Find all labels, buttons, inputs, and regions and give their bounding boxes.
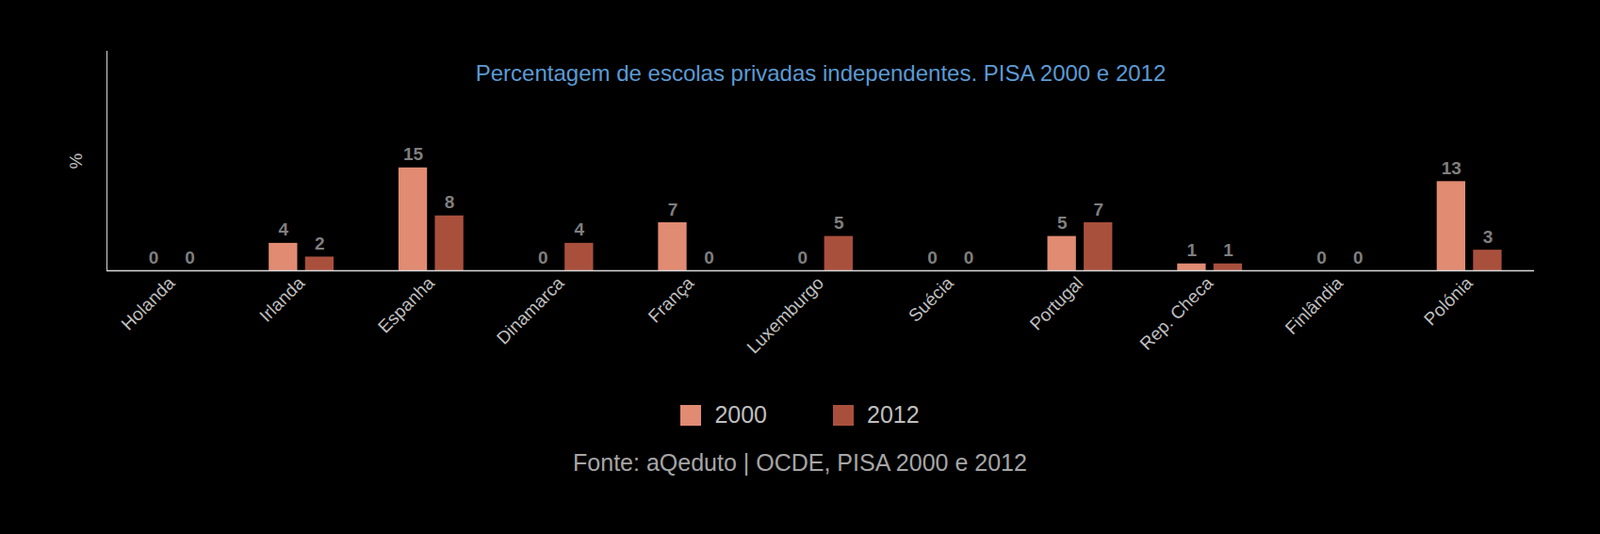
svg-text:4: 4: [278, 219, 290, 240]
svg-text:7: 7: [1093, 199, 1104, 220]
svg-text:Irlanda: Irlanda: [255, 272, 309, 326]
svg-text:5: 5: [833, 212, 845, 233]
svg-text:Portugal: Portugal: [1026, 273, 1088, 335]
svg-text:0: 0: [927, 247, 938, 268]
html-text:2000: 2000: [714, 401, 768, 428]
svg-text:8: 8: [444, 192, 456, 213]
svg-text:França: França: [644, 272, 699, 327]
svg-text:0: 0: [538, 247, 549, 268]
svg-text:3: 3: [1483, 227, 1494, 247]
svg-text:Espanha: Espanha: [374, 272, 439, 337]
svg-text:%: %: [65, 152, 86, 169]
svg-text:5: 5: [1057, 212, 1068, 233]
svg-text:Finlândia: Finlândia: [1281, 272, 1348, 339]
svg-text:0: 0: [184, 247, 196, 268]
svg-text:0: 0: [1353, 247, 1364, 268]
svg-text:7: 7: [668, 199, 679, 220]
svg-text:1: 1: [1223, 240, 1234, 261]
svg-text:4: 4: [574, 219, 586, 240]
svg-text:2: 2: [314, 233, 326, 254]
svg-text:0: 0: [703, 247, 715, 268]
svg-text:0: 0: [963, 247, 975, 268]
html-text:Fonte: aQeduto | OCDE, PISA 20: Fonte: aQeduto | OCDE, PISA 2000 e 2012: [573, 449, 1027, 476]
svg-text:Luxemburgo: Luxemburgo: [743, 273, 829, 359]
svg-text:0: 0: [797, 247, 808, 268]
svg-text:Percentagem de escolas privada: Percentagem de escolas privadas independ…: [475, 60, 1167, 86]
svg-text:0: 0: [1316, 247, 1327, 268]
svg-text:13: 13: [1441, 158, 1462, 179]
svg-text:15: 15: [403, 144, 425, 164]
html-text:2012: 2012: [866, 401, 920, 428]
svg-text:Suécia: Suécia: [904, 272, 958, 326]
svg-text:Holanda: Holanda: [117, 272, 180, 334]
svg-text:Dinamarca: Dinamarca: [492, 272, 569, 348]
svg-text:0: 0: [148, 247, 160, 268]
svg-text:Polónia: Polónia: [1420, 272, 1477, 329]
svg-text:1: 1: [1187, 240, 1198, 261]
svg-text:Rep. Checa: Rep. Checa: [1136, 272, 1218, 354]
